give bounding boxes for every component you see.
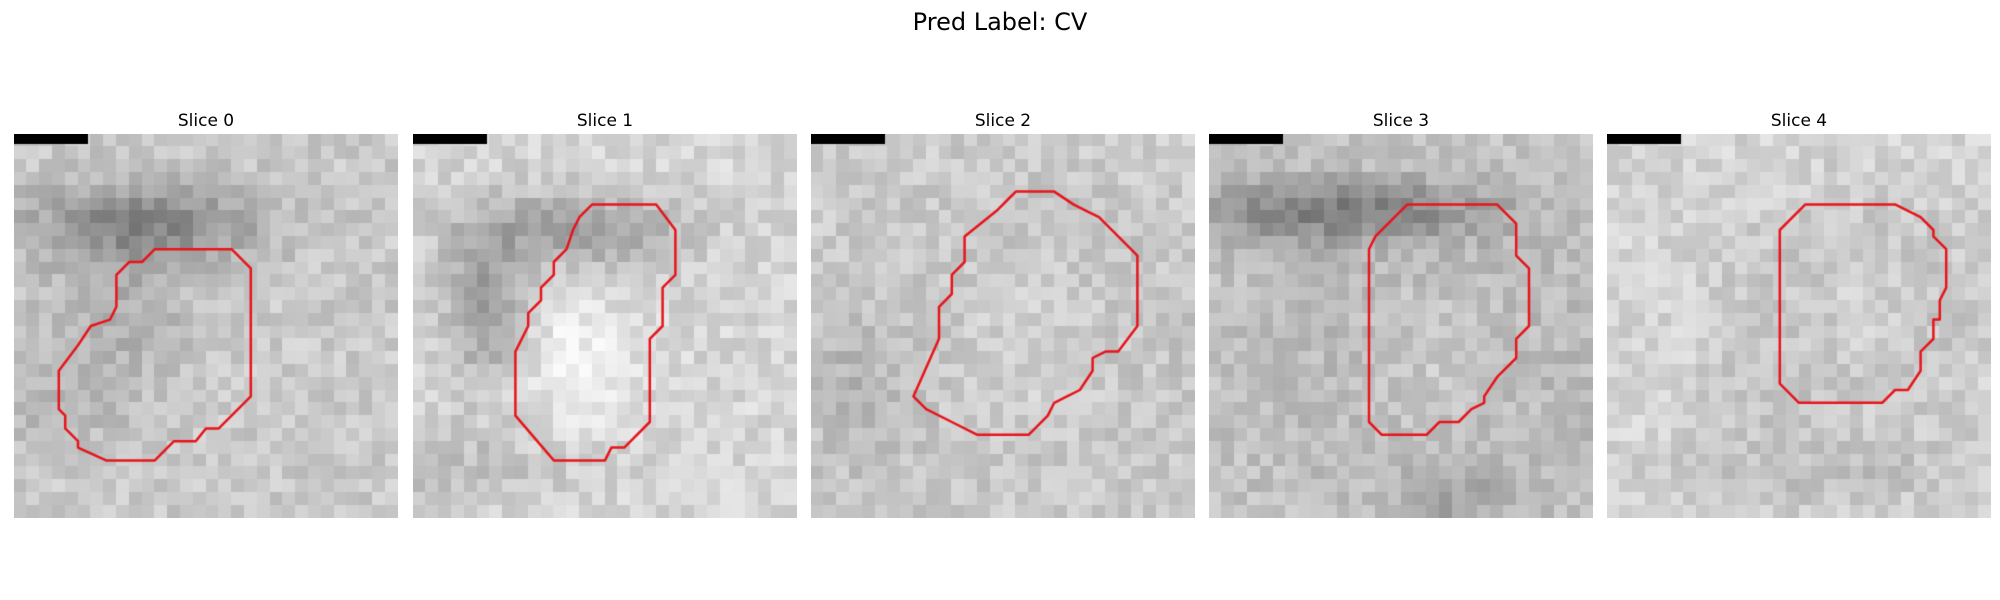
slice-title-1: Slice 1 — [576, 111, 634, 131]
slice-image-2 — [811, 134, 1195, 518]
figure-title: Pred Label: CV — [912, 8, 1088, 36]
slice-panel-2: Slice 2 — [811, 108, 1195, 518]
slice-panel-4: Slice 4 — [1607, 108, 1991, 518]
slice-panel-1: Slice 1 — [413, 108, 797, 518]
slice-panel-0: Slice 0 — [14, 108, 398, 518]
slice-image-0 — [14, 134, 398, 518]
slice-image-4 — [1607, 134, 1991, 518]
slice-image-1 — [413, 134, 797, 518]
slice-image-3 — [1209, 134, 1593, 518]
slice-title-2: Slice 2 — [974, 111, 1032, 131]
slice-title-3: Slice 3 — [1372, 111, 1430, 131]
slice-title-4: Slice 4 — [1770, 111, 1828, 131]
slice-panel-3: Slice 3 — [1209, 108, 1593, 518]
slice-title-0: Slice 0 — [177, 111, 235, 131]
